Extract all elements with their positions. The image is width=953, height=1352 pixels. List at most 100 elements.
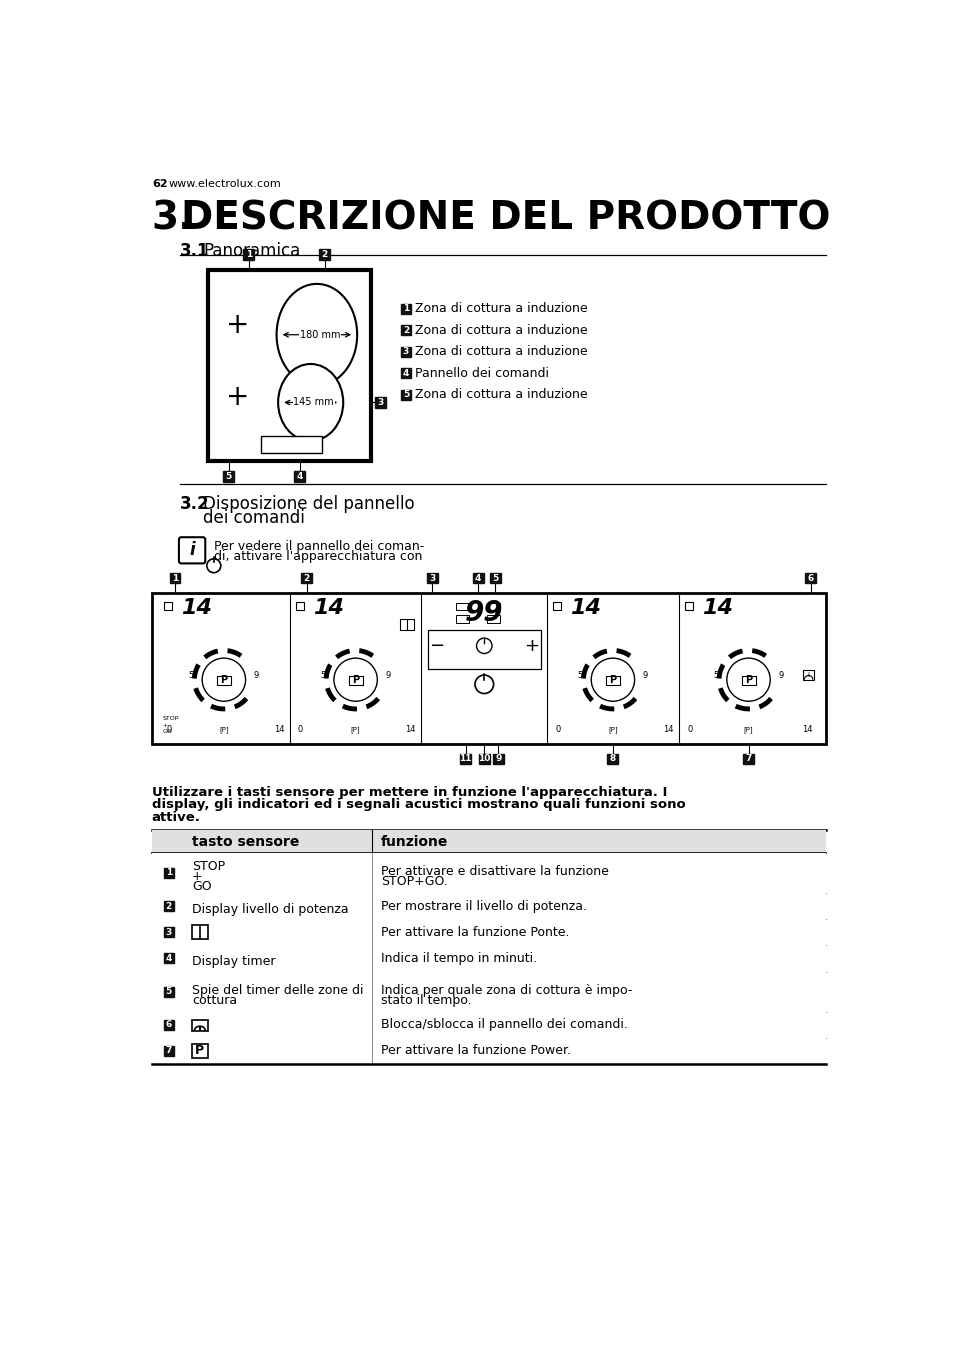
Bar (192, 1044, 208, 1057)
Bar (223, 470, 233, 481)
Bar (152, 853, 825, 892)
Bar (487, 615, 499, 623)
Text: P: P (220, 676, 227, 685)
Text: STOP: STOP (192, 860, 225, 873)
Bar (740, 676, 755, 685)
Text: 180 mm: 180 mm (299, 330, 340, 339)
Bar (294, 470, 305, 481)
Bar (164, 900, 173, 911)
Circle shape (475, 675, 493, 694)
Text: 1: 1 (245, 250, 252, 260)
Bar (400, 304, 411, 314)
Text: Blocca/sblocca il pannello dei comandi.: Blocca/sblocca il pannello dei comandi. (381, 1018, 627, 1032)
Text: 14: 14 (662, 725, 673, 734)
Bar (243, 249, 253, 260)
Bar (400, 389, 411, 400)
Text: 14: 14 (274, 725, 284, 734)
Text: Panoramica: Panoramica (203, 242, 300, 260)
Text: Display livello di potenza: Display livello di potenza (192, 903, 349, 917)
Bar (487, 603, 499, 610)
Bar (216, 676, 231, 685)
Text: P: P (744, 676, 751, 685)
Text: 3: 3 (429, 573, 435, 583)
Text: −: − (429, 637, 444, 654)
Bar (295, 602, 303, 610)
Circle shape (726, 658, 769, 702)
Text: 2: 2 (402, 326, 409, 334)
Bar (192, 925, 208, 940)
Bar (152, 594, 825, 744)
Text: 3.: 3. (152, 199, 193, 237)
Bar (261, 437, 321, 453)
Text: 6: 6 (806, 573, 813, 583)
Bar (400, 346, 411, 357)
Bar (164, 602, 172, 610)
Circle shape (207, 558, 220, 573)
Bar (152, 945, 825, 972)
Text: 5: 5 (402, 391, 409, 399)
Bar (208, 270, 371, 461)
Text: 5: 5 (492, 573, 497, 583)
Text: 4: 4 (296, 472, 303, 481)
Text: 10: 10 (477, 754, 490, 764)
Text: 5: 5 (166, 987, 172, 996)
Bar (152, 972, 825, 1011)
Text: 8: 8 (609, 754, 616, 764)
Text: 4: 4 (166, 955, 172, 963)
Text: +: + (226, 383, 250, 411)
Text: i: i (189, 541, 194, 560)
Text: 5: 5 (189, 671, 193, 680)
Bar (164, 1019, 173, 1030)
Text: Pannello dei comandi: Pannello dei comandi (415, 366, 549, 380)
Text: Zona di cottura a induzione: Zona di cottura a induzione (415, 301, 587, 315)
Text: Per attivare la funzione Ponte.: Per attivare la funzione Ponte. (381, 926, 569, 938)
Text: [P]: [P] (607, 726, 618, 733)
Text: dei comandi: dei comandi (203, 508, 305, 527)
Text: Per mostrare il livello di potenza.: Per mostrare il livello di potenza. (381, 899, 587, 913)
Text: 5: 5 (225, 472, 232, 481)
Text: 14: 14 (181, 598, 212, 618)
Bar (456, 615, 468, 623)
Bar (152, 1038, 825, 1064)
Bar (427, 630, 540, 669)
Text: 6: 6 (166, 1021, 172, 1029)
Text: Per attivare la funzione Power.: Per attivare la funzione Power. (381, 1044, 571, 1057)
Text: 1: 1 (402, 304, 409, 314)
Text: 5: 5 (320, 671, 325, 680)
Bar (152, 892, 825, 919)
Bar (164, 987, 173, 996)
Text: 5: 5 (713, 671, 718, 680)
Bar (164, 953, 173, 964)
Bar (607, 753, 618, 764)
Text: tasto sensore: tasto sensore (192, 836, 299, 849)
Bar (192, 1019, 208, 1030)
Bar (152, 1011, 825, 1038)
Text: [P]: [P] (743, 726, 753, 733)
Text: 9: 9 (778, 671, 783, 680)
Text: 7: 7 (744, 754, 751, 764)
Text: Display timer: Display timer (192, 956, 275, 968)
Text: 14: 14 (570, 598, 600, 618)
Bar (170, 573, 180, 584)
Text: cottura: cottura (192, 994, 237, 1007)
Text: Indica per quale zona di cottura è impo-: Indica per quale zona di cottura è impo- (381, 984, 632, 996)
Text: STOP: STOP (162, 717, 179, 722)
Text: 0: 0 (686, 725, 692, 734)
Text: 3: 3 (376, 397, 383, 407)
Bar (605, 676, 619, 685)
Text: 62: 62 (152, 180, 167, 189)
Text: STOP+GO.: STOP+GO. (381, 875, 448, 888)
Text: attive.: attive. (152, 811, 200, 823)
Text: 3: 3 (402, 347, 409, 356)
Bar (742, 753, 753, 764)
Text: P: P (352, 676, 359, 685)
Bar (553, 602, 560, 610)
Text: 4: 4 (475, 573, 480, 583)
Text: +: + (192, 869, 202, 883)
Bar (478, 753, 489, 764)
Text: 2: 2 (166, 902, 172, 910)
Bar (684, 602, 692, 610)
Circle shape (334, 658, 377, 702)
Text: GO: GO (162, 729, 172, 734)
Text: 0: 0 (166, 725, 172, 734)
